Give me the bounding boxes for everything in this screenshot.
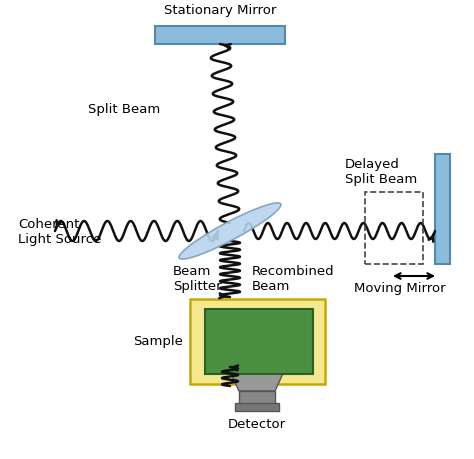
Bar xyxy=(435,155,450,264)
Text: Delayed
Split Beam: Delayed Split Beam xyxy=(345,157,417,185)
Bar xyxy=(365,193,423,264)
Bar xyxy=(235,403,279,411)
Bar xyxy=(190,299,325,384)
Bar xyxy=(205,309,313,374)
Text: Sample: Sample xyxy=(133,335,183,348)
Text: Stationary Mirror: Stationary Mirror xyxy=(164,4,276,17)
Text: Coherent
Light Source: Coherent Light Source xyxy=(18,218,101,246)
Bar xyxy=(155,27,285,45)
Text: Moving Mirror: Moving Mirror xyxy=(354,281,446,294)
Text: Recombined
Beam: Recombined Beam xyxy=(252,264,335,292)
Polygon shape xyxy=(229,369,285,391)
Text: Detector: Detector xyxy=(228,417,286,430)
Text: Split Beam: Split Beam xyxy=(88,103,160,116)
Ellipse shape xyxy=(179,203,281,260)
Text: Beam
Splitter: Beam Splitter xyxy=(173,264,222,292)
Bar xyxy=(239,391,275,405)
